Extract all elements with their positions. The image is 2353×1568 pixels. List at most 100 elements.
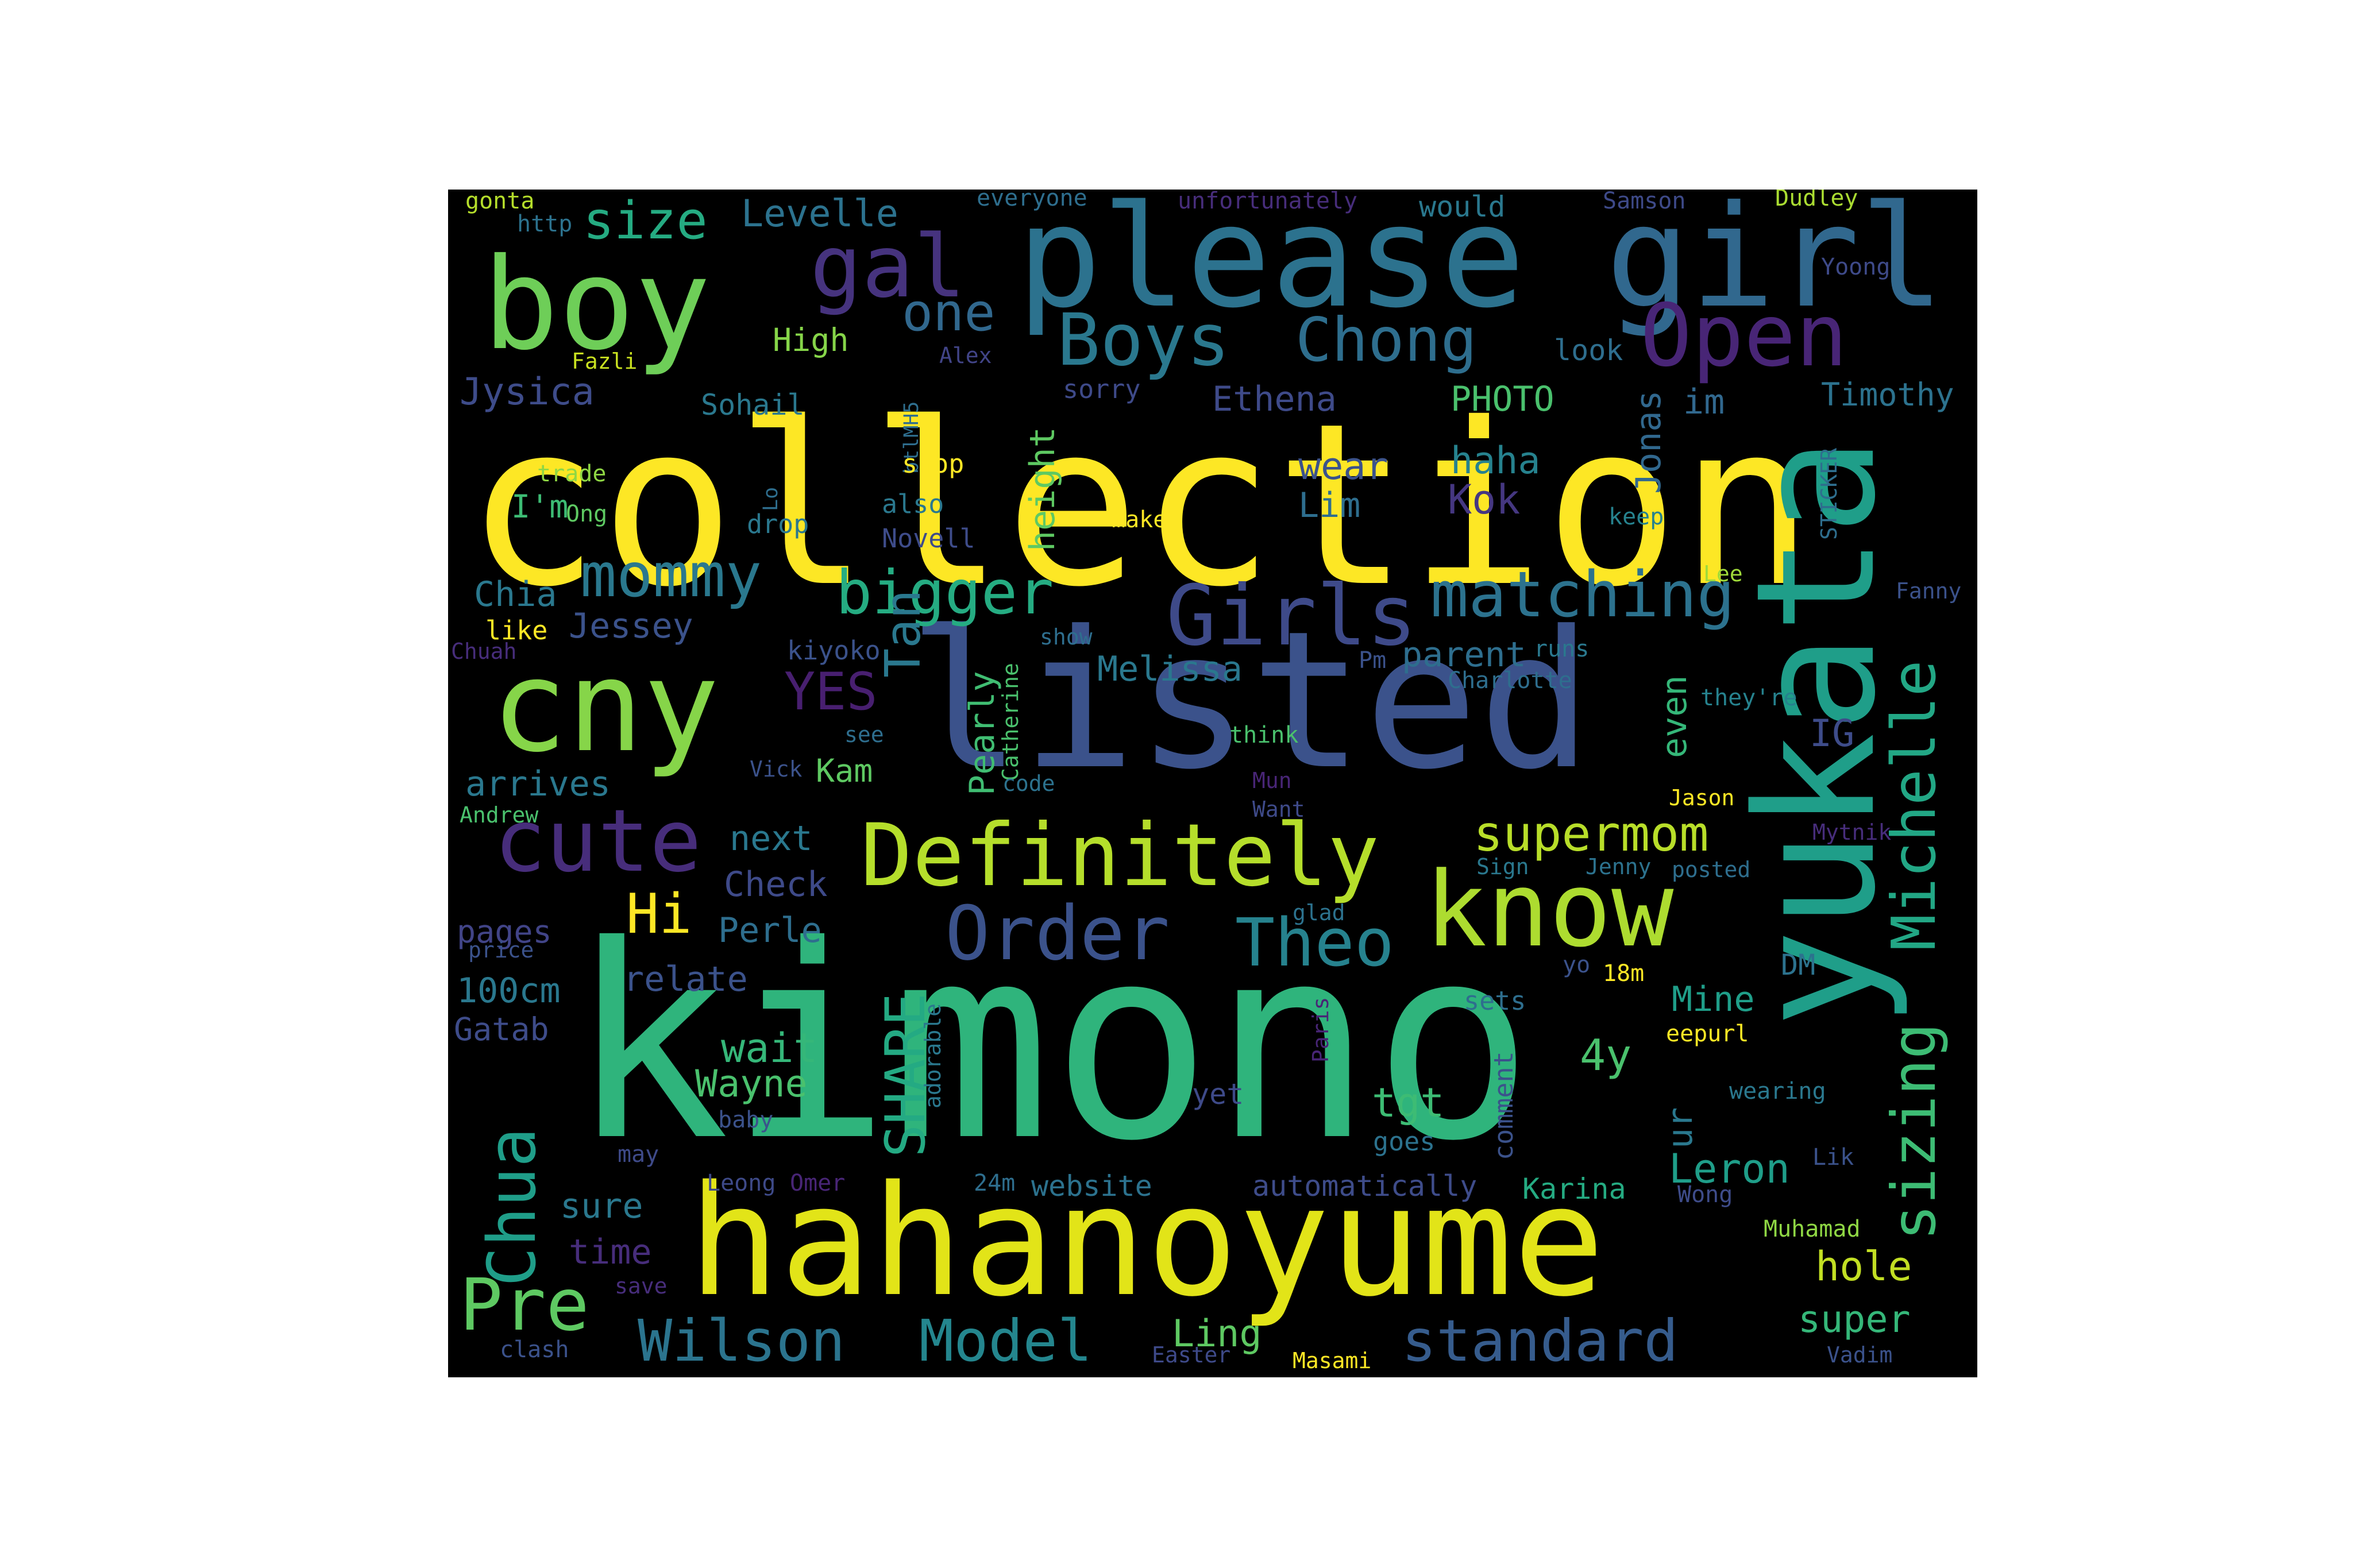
word-cloud-word: 100cm bbox=[457, 971, 561, 1011]
word-cloud-word: Boys bbox=[1057, 299, 1230, 382]
word-cloud-word: Vadim bbox=[1827, 1342, 1893, 1368]
word-cloud-word: think bbox=[1229, 722, 1299, 748]
word-cloud-word: Paris bbox=[1308, 997, 1333, 1063]
word-cloud-word: boy bbox=[483, 231, 711, 378]
word-cloud-word: Jonas bbox=[1629, 390, 1669, 494]
word-cloud-word: matching bbox=[1430, 558, 1735, 631]
word-cloud-word: Novell bbox=[882, 523, 975, 554]
word-cloud-word: Catherine bbox=[998, 663, 1023, 781]
word-cloud-word: Want bbox=[1252, 797, 1305, 822]
word-cloud-word: runs bbox=[1534, 636, 1590, 662]
word-cloud-word: Chong bbox=[1295, 305, 1478, 375]
word-cloud-word: Mun bbox=[1252, 768, 1292, 793]
word-cloud-word: Mytnik bbox=[1812, 820, 1892, 845]
word-cloud-word: please bbox=[1017, 190, 1526, 339]
word-cloud-word: Ling bbox=[1172, 1312, 1262, 1355]
word-cloud-word: Easter bbox=[1152, 1342, 1231, 1368]
word-cloud-word: Samson bbox=[1603, 190, 1686, 214]
word-cloud-word: Kam bbox=[816, 752, 873, 789]
word-cloud-word: Andrew bbox=[460, 802, 539, 828]
word-cloud-word: yo bbox=[1563, 952, 1591, 978]
word-cloud-word: they're bbox=[1700, 685, 1797, 711]
word-cloud-word: adorable bbox=[920, 1003, 946, 1109]
word-cloud-word: PHOTO bbox=[1451, 379, 1554, 419]
word-cloud-word: ur bbox=[1660, 1107, 1700, 1149]
word-cloud-word: show bbox=[1040, 624, 1093, 650]
word-cloud-word: like bbox=[485, 615, 548, 646]
word-cloud-word: time bbox=[569, 1232, 652, 1272]
word-cloud-word: sorry bbox=[1063, 374, 1141, 404]
word-cloud-word: Kok bbox=[1448, 476, 1521, 523]
word-cloud-word: Pre bbox=[460, 1264, 589, 1347]
word-cloud-word: gonta bbox=[465, 190, 535, 214]
word-cloud-word: bigger bbox=[836, 558, 1054, 628]
word-cloud-word: Leong bbox=[707, 1170, 776, 1196]
word-cloud-word: Wilson bbox=[638, 1307, 846, 1374]
word-cloud-word: 24m bbox=[974, 1170, 1016, 1196]
word-cloud-word: Gatab bbox=[454, 1011, 549, 1048]
word-cloud-word: parent bbox=[1402, 635, 1526, 675]
word-cloud-word: Muhamad bbox=[1764, 1216, 1861, 1242]
word-cloud-word: Wong bbox=[1677, 1181, 1733, 1208]
word-cloud-word: STICKER bbox=[1816, 447, 1842, 540]
word-cloud-word: kimono bbox=[569, 888, 1534, 1199]
word-cloud-word: Definitely bbox=[861, 806, 1380, 906]
word-cloud-word: trade bbox=[537, 461, 607, 487]
word-cloud-word: Perle bbox=[718, 910, 822, 951]
word-cloud-word: Fanny bbox=[1896, 578, 1962, 604]
word-cloud: kimono collection listed yukata hahanoyu… bbox=[448, 190, 1977, 1377]
word-cloud-word: Open bbox=[1640, 286, 1848, 386]
word-cloud-word: Omer bbox=[790, 1170, 846, 1196]
word-cloud-word: eepurl bbox=[1666, 1021, 1749, 1047]
word-cloud-word: save bbox=[615, 1273, 668, 1299]
word-cloud-word: tgt bbox=[1372, 1079, 1445, 1126]
word-cloud-word: gal bbox=[810, 217, 966, 317]
word-cloud-word: may bbox=[618, 1141, 659, 1168]
word-cloud-word: even bbox=[1654, 675, 1695, 759]
word-cloud-word: wear bbox=[1298, 445, 1388, 488]
word-cloud-word: Model bbox=[919, 1307, 1093, 1374]
word-cloud-word: Chuah bbox=[451, 639, 517, 664]
word-cloud-word: supermom bbox=[1473, 806, 1709, 863]
word-cloud-word: yet bbox=[1192, 1077, 1244, 1111]
word-cloud-word: Jysica bbox=[460, 370, 595, 414]
word-cloud-word: Charlotte bbox=[1448, 667, 1572, 694]
word-cloud-word: http bbox=[517, 211, 573, 237]
word-cloud-word: mommy bbox=[580, 540, 762, 611]
word-cloud-word: Dudley bbox=[1775, 190, 1858, 211]
word-cloud-word: collection bbox=[465, 375, 1814, 636]
word-cloud-word: relate bbox=[623, 959, 748, 999]
word-cloud-word: DM bbox=[1781, 948, 1816, 982]
word-cloud-word: Theo bbox=[1235, 905, 1394, 982]
word-cloud-word: girl bbox=[1606, 190, 1945, 339]
word-cloud-word: would bbox=[1419, 190, 1506, 223]
word-cloud-word: standard bbox=[1402, 1307, 1679, 1374]
word-cloud-word: unfortunately bbox=[1178, 190, 1358, 214]
word-cloud-word: keep bbox=[1608, 504, 1664, 530]
word-cloud-word: Hi bbox=[626, 883, 692, 946]
word-cloud-word: pages bbox=[457, 913, 552, 950]
word-cloud-word: Lee bbox=[1703, 561, 1743, 586]
word-cloud-word: glad bbox=[1293, 900, 1345, 925]
word-cloud-word: Girls bbox=[1166, 567, 1417, 665]
word-cloud-word: hahanoyume bbox=[688, 1153, 1605, 1330]
word-cloud-word: wait bbox=[721, 1025, 818, 1072]
word-cloud-word: listed bbox=[908, 590, 1593, 811]
word-cloud-word: 18m bbox=[1603, 960, 1645, 987]
word-cloud-word: Michelle bbox=[1879, 660, 1949, 951]
word-cloud-word: Yoong bbox=[1821, 254, 1891, 280]
word-cloud-word: Levelle bbox=[741, 192, 898, 235]
word-cloud-word: Vick bbox=[750, 756, 803, 782]
word-cloud-word: Ong bbox=[566, 501, 608, 527]
word-cloud-word: Lo bbox=[759, 486, 782, 511]
word-cloud-word: sets bbox=[1464, 986, 1526, 1016]
word-cloud-word: Check bbox=[724, 864, 828, 905]
word-cloud-word: know bbox=[1425, 850, 1674, 970]
word-cloud-word: Chia bbox=[474, 574, 557, 615]
word-cloud-word: Jason bbox=[1669, 785, 1735, 810]
word-cloud-word: posted bbox=[1672, 857, 1751, 882]
word-cloud-word: YES bbox=[784, 662, 878, 722]
word-cloud-word: Alex bbox=[939, 343, 992, 368]
word-cloud-word: IG bbox=[1810, 712, 1855, 755]
word-cloud-word: website bbox=[1031, 1169, 1152, 1203]
